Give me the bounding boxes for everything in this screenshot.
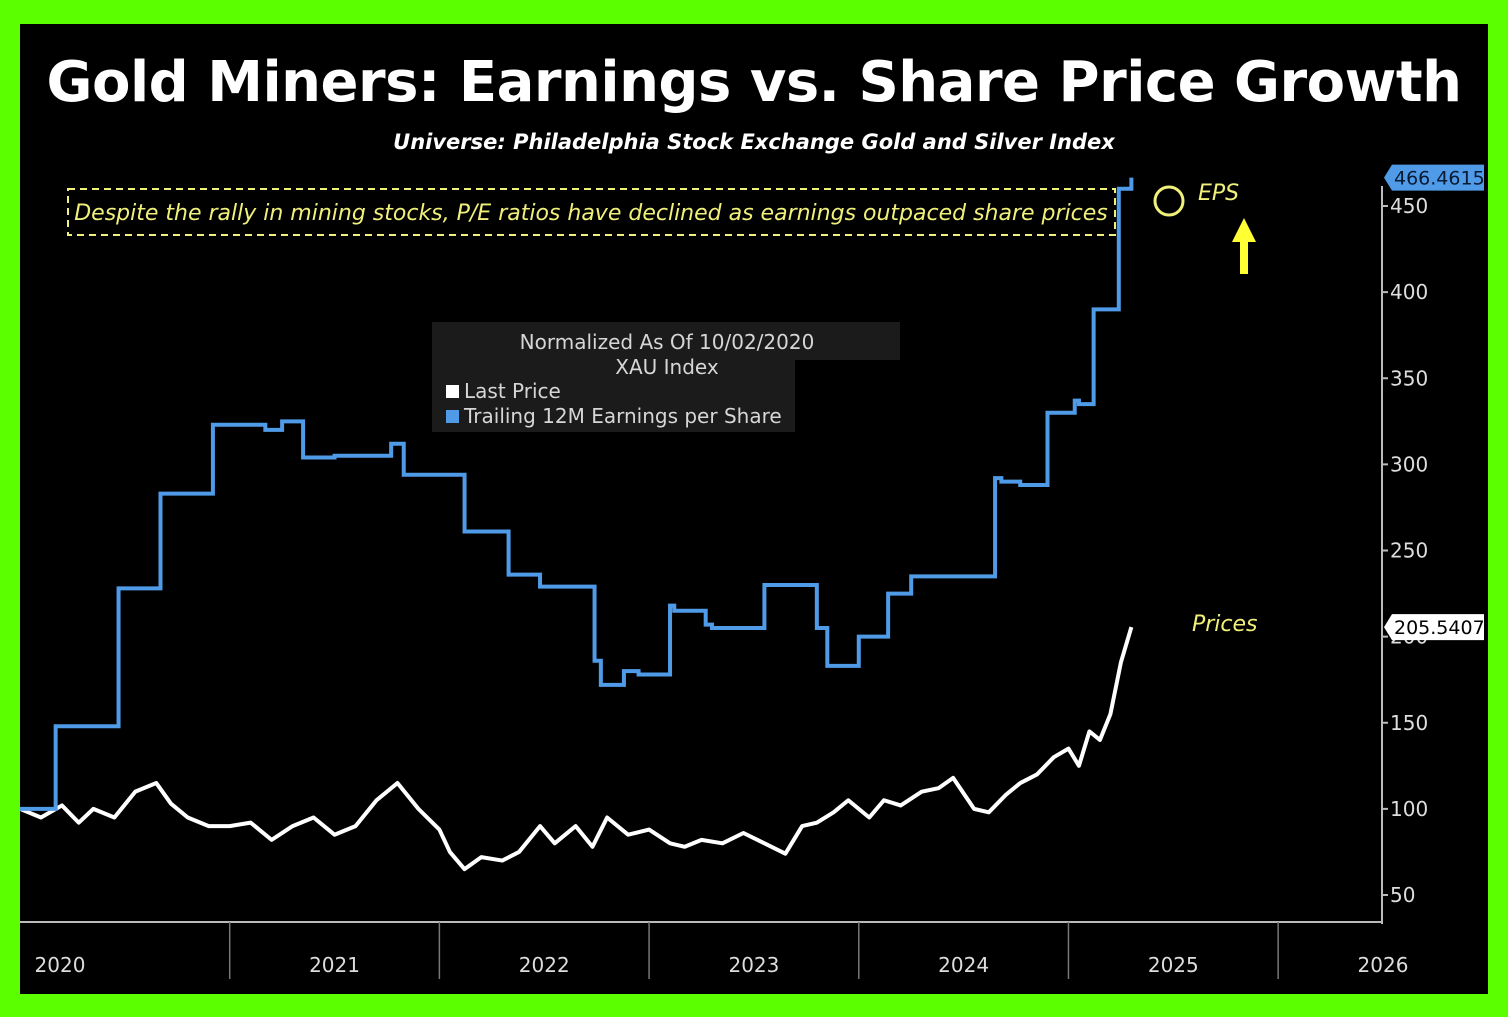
eps-highlight-circle (1153, 185, 1185, 217)
annotation-box (67, 188, 1116, 236)
y-tick-label: 300 (1390, 452, 1428, 476)
legend-swatch-last-price (446, 385, 459, 398)
x-tick-label: 2026 (1358, 953, 1409, 977)
x-tick-label: 2023 (728, 953, 779, 977)
chart-title: Gold Miners: Earnings vs. Share Price Gr… (46, 50, 1462, 115)
chart-frame: Gold Miners: Earnings vs. Share Price Gr… (20, 24, 1488, 994)
series-line-eps (20, 177, 1134, 811)
x-axis-ticks: 2020 2021 2022 2023 2024 2025 2026 (35, 922, 1409, 979)
legend-item-eps: Trailing 12M Earnings per Share (463, 404, 782, 428)
prices-callout-label: Prices (1192, 612, 1258, 637)
last-value-tag-price-bg (1384, 614, 1484, 641)
x-tick-label: 2020 (35, 953, 86, 977)
y-tick-label: 450 (1390, 194, 1428, 218)
series-line-last-price (20, 626, 1134, 872)
chart-subtitle: Universe: Philadelphia Stock Exchange Go… (393, 130, 1115, 154)
last-value-tag-eps-bg (1384, 164, 1484, 191)
x-tick-label: 2024 (938, 953, 989, 977)
y-tick-label: 400 (1390, 280, 1428, 304)
legend-title-bg (432, 322, 900, 360)
legend-item-last-price: Last Price (464, 379, 561, 403)
y-tick-label: 250 (1390, 539, 1428, 563)
chart-canvas: Despite the rally in mining stocks, P/E … (20, 164, 1485, 979)
y-tick-label: 100 (1390, 797, 1428, 821)
last-value-tag-price: 205.5407 (1384, 614, 1485, 641)
last-value-eps: 466.4615 (1394, 168, 1485, 190)
y-tick-label: 50 (1390, 883, 1415, 907)
y-tick-label: 350 (1390, 366, 1428, 390)
eps-callout-label: EPS (1198, 181, 1239, 206)
annotation-text: Despite the rally in mining stocks, P/E … (74, 201, 1108, 226)
y-tick-label: 150 (1390, 711, 1428, 735)
legend-title-line2: XAU Index (615, 355, 719, 379)
x-tick-label: 2025 (1148, 953, 1199, 977)
last-value-tag-eps: 466.4615 (1384, 164, 1485, 191)
legend-swatch-eps (446, 410, 459, 423)
x-tick-label: 2021 (309, 953, 360, 977)
legend-title-line1: Normalized As Of 10/02/2020 (520, 330, 815, 354)
legend: Normalized As Of 10/02/2020 XAU Index La… (432, 322, 900, 432)
up-arrow-icon (1232, 218, 1256, 274)
last-value-price: 205.5407 (1394, 617, 1485, 639)
x-tick-label: 2022 (519, 953, 570, 977)
legend-items-bg (432, 356, 795, 432)
y-axis-ticks: 50100150200250300350400450 (1382, 194, 1428, 907)
